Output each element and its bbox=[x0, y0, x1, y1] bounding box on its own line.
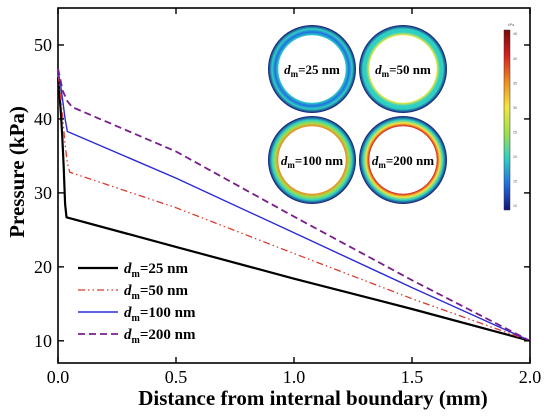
y-tick-label: 20 bbox=[34, 257, 52, 277]
ring-label-2: dm=50 nm bbox=[375, 62, 431, 79]
x-axis-title: Distance from internal boundary (mm) bbox=[138, 386, 488, 410]
legend-label-4: dm=200 nm bbox=[124, 327, 196, 346]
y-tick-label: 50 bbox=[34, 35, 52, 55]
series-line-4 bbox=[57, 68, 531, 342]
y-tick-label: 30 bbox=[34, 183, 52, 203]
legend-label-1: dm=25 nm bbox=[124, 261, 188, 280]
colorbar-tick-label: 20 bbox=[513, 155, 517, 159]
series-line-1 bbox=[56, 77, 531, 342]
legend-label-3: dm=100 nm bbox=[124, 305, 196, 324]
y-axis-title: Pressure (kPa) bbox=[5, 106, 29, 238]
colorbar-tick-label: 35 bbox=[513, 81, 517, 85]
series-line-2 bbox=[57, 74, 531, 342]
inset-ring-maps: dm=25 nm dm=50 nm dm=100 nm dm=200 nm kPa 45 4… bbox=[268, 23, 517, 211]
ring-hole-1 bbox=[278, 35, 346, 103]
x-tick-label: 2.0 bbox=[519, 367, 542, 387]
x-tick-label: 1.5 bbox=[401, 367, 424, 387]
series-layer bbox=[56, 68, 531, 342]
legend-label-2: dm=50 nm bbox=[124, 283, 188, 302]
colorbar-tick-label: 45 bbox=[513, 32, 517, 36]
x-tick-label: 0.5 bbox=[165, 367, 188, 387]
colorbar-unit: kPa bbox=[508, 23, 514, 27]
ring-hole-4 bbox=[369, 126, 437, 194]
ring-label-3: dm=100 nm bbox=[281, 153, 343, 170]
series-line-3 bbox=[57, 71, 531, 342]
colorbar-tick-label: 15 bbox=[513, 180, 517, 184]
ring-label-4: dm=200 nm bbox=[372, 153, 434, 170]
axes-layer: 0.0 0.5 1.0 1.5 2.0 10 20 30 40 50 bbox=[34, 8, 541, 387]
colorbar-tick-label: 40 bbox=[513, 57, 517, 61]
colorbar bbox=[503, 29, 511, 211]
x-tick-label: 1.0 bbox=[283, 367, 306, 387]
y-tick-label: 40 bbox=[34, 109, 52, 129]
colorbar-tick-label: 25 bbox=[513, 130, 517, 134]
colorbar-tick-label: 30 bbox=[513, 106, 517, 110]
ring-hole-2 bbox=[369, 35, 437, 103]
x-tick-label: 0.0 bbox=[47, 367, 70, 387]
y-tick-label: 10 bbox=[34, 331, 52, 351]
ring-label-1: dm=25 nm bbox=[284, 62, 340, 79]
legend: dm=25 nm dm=50 nm dm=100 nm dm=200 nm bbox=[78, 261, 196, 346]
colorbar-tick-label: 10 bbox=[513, 204, 517, 208]
ring-hole-3 bbox=[278, 126, 346, 194]
